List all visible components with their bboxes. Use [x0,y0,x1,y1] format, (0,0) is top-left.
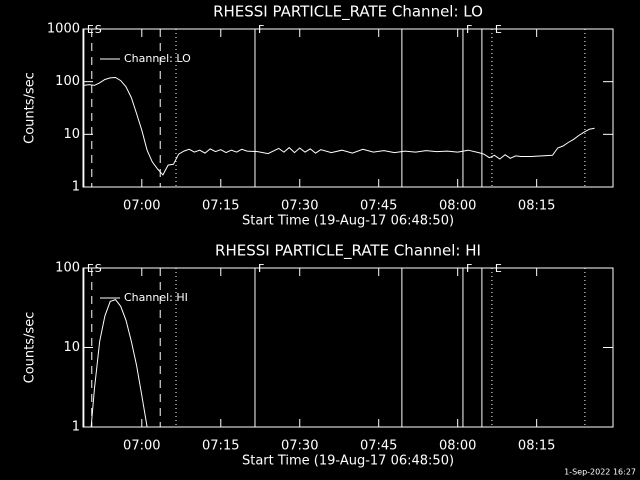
x-tick-label: 07:15 [202,439,239,454]
y-tick-label: 100 [55,74,80,89]
x-tick-label: 07:00 [123,439,160,454]
x-tick-label: 07:30 [281,439,318,454]
flag-label: F [466,262,472,275]
flag-label: S [95,23,102,36]
plot-frame [82,28,614,188]
x-tick-label: 08:00 [439,199,476,214]
y-tick-label: 10 [63,340,80,355]
y-tick-label: 1000 [47,22,80,37]
legend-label: Channel: HI [124,291,188,304]
y-tick-label: 1 [72,420,80,435]
x-tick-label: 07:45 [360,439,397,454]
y-axis-label: Counts/sec [23,312,38,384]
flag-label: E [495,23,502,36]
x-tick-label: 07:30 [281,199,318,214]
flag-label: F [258,262,264,275]
x-tick-label: 08:15 [518,199,555,214]
y-tick-label: 10 [63,127,80,142]
x-axis-label: Start Time (19-Aug-17 06:48:50) [242,214,454,229]
x-tick-label: 07:00 [123,199,160,214]
chart-title: RHESSI PARTICLE_RATE Channel: HI [215,242,481,261]
legend-label: Channel: LO [124,52,191,65]
x-tick-label: 07:45 [360,199,397,214]
x-axis-label: Start Time (19-Aug-17 06:48:50) [242,454,454,469]
x-tick-label: 08:00 [439,439,476,454]
y-tick-label: 1 [72,180,80,195]
x-tick-label: 07:15 [202,199,239,214]
flag-label: E [495,262,502,275]
flag-label: E [87,23,94,36]
data-line [83,76,595,176]
chart-title: RHESSI PARTICLE_RATE Channel: LO [213,3,483,22]
footer: 1-Sep-2022 16:27 [564,468,636,477]
flag-label: E [87,262,94,275]
flag-label: F [466,23,472,36]
data-line [90,299,148,427]
y-axis-label: Counts/sec [23,72,38,144]
x-tick-label: 08:15 [518,439,555,454]
flag-label: F [258,23,264,36]
flag-label: S [95,262,102,275]
y-tick-label: 100 [55,261,80,276]
